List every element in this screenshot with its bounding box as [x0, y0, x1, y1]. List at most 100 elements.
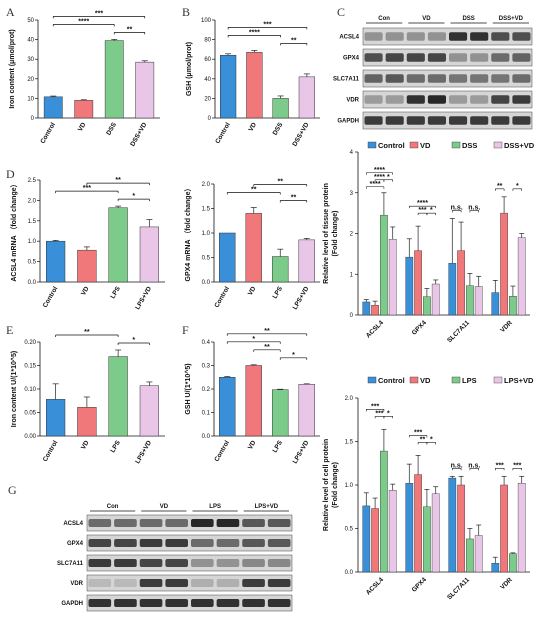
y-tick-label: 60: [204, 57, 211, 63]
legend-label: Control: [378, 141, 405, 150]
blot-band: [191, 579, 214, 587]
western-blot-cell: Con VD LPS LPS+VD ACSL4 GPX4 SLC7A11 VDR GAPDH: [57, 504, 293, 612]
x-tick-label: LPS+VD: [292, 285, 311, 311]
legend-swatch: [451, 141, 461, 149]
blot-band: [385, 74, 404, 83]
bar: [298, 384, 315, 437]
blot-band: [114, 579, 137, 587]
bar: [423, 296, 431, 316]
x-tick-label: LPS+VD: [134, 439, 153, 465]
bar: [388, 239, 397, 316]
y-tick-label: 2.0: [345, 396, 354, 402]
legend-swatch: [493, 141, 503, 149]
blot-protein-label: VDR: [346, 98, 359, 104]
blot-band: [165, 519, 188, 527]
blot-band: [165, 579, 188, 587]
blot-protein-label: GAPDH: [337, 119, 359, 125]
bar: [380, 450, 388, 573]
chart-c-quant: 0 1 2 3 4 Relative level of tissue protein (Fo…: [323, 141, 535, 344]
x-tick-label: Control: [42, 285, 60, 309]
x-tick-label: VD: [248, 121, 259, 133]
y-tick-label: 0.00: [24, 434, 36, 440]
significance-label: ****: [417, 200, 428, 207]
bar: [135, 61, 155, 119]
bar: [77, 407, 97, 437]
blot-group-label: DSS+VD: [499, 16, 524, 22]
bar: [219, 232, 236, 283]
blot-protein-label: ACSL4: [339, 35, 359, 41]
bar: [405, 483, 414, 573]
blot-band: [470, 53, 489, 62]
bar: [466, 538, 474, 573]
legend-label: DSS: [462, 141, 477, 150]
significance-label: *: [132, 193, 135, 200]
significance-label: *: [387, 410, 390, 417]
blot-band: [165, 559, 188, 567]
bar: [362, 505, 371, 573]
significance-label: *: [516, 183, 519, 190]
panel-letter-d: D: [6, 167, 15, 181]
x-tick-label: LPS: [272, 285, 285, 300]
x-tick-label: LPS: [109, 285, 122, 300]
blot-band: [449, 32, 468, 41]
significance-label: ****: [249, 29, 260, 36]
significance-label: ****: [78, 18, 89, 25]
blot-band: [491, 74, 510, 83]
significance-label: n.s.: [451, 462, 463, 469]
bar: [74, 100, 94, 119]
y-tick-label: 0.5: [202, 256, 211, 262]
blot-band: [364, 74, 383, 83]
chart-d2: 0.0 0.5 1.0 1.5 2.0 GPX4 mRNA （fold change） Co…: [184, 179, 320, 311]
bar: [380, 214, 388, 316]
y-tick-label: 4: [350, 150, 354, 156]
blot-protein-label: SLC7A11: [57, 561, 84, 567]
x-tick-label: ACSL4: [365, 319, 385, 339]
y-axis-title: Relative level of cell protein: [323, 439, 330, 531]
x-tick-label: VD: [247, 439, 258, 451]
y-tick-label: 10: [27, 96, 34, 102]
y-tick-label: 0.10: [24, 387, 36, 393]
blot-strip: [86, 534, 293, 552]
x-tick-label: LPS: [272, 439, 285, 454]
bar: [457, 250, 465, 316]
bar: [272, 98, 289, 119]
significance-label: ***: [513, 462, 521, 469]
y-tick-label: 2.0: [202, 182, 211, 188]
y-tick-label: 1.5: [345, 440, 354, 446]
bar: [457, 484, 465, 573]
panel-letter-c: C: [337, 5, 345, 19]
chart-f: 0.0 0.1 0.2 0.3 0.4 GSH U/(1*10^5) Control VD LP…: [184, 328, 320, 465]
blot-protein-label: ACSL4: [63, 521, 83, 527]
y-axis-title: GSH (μmol/prot): [186, 42, 193, 96]
significance-label: *: [387, 174, 390, 181]
x-tick-label: VDR: [499, 319, 514, 334]
blot-band: [88, 579, 112, 587]
blot-band: [267, 559, 291, 567]
bar: [509, 296, 517, 316]
y-axis-title: GSH U/(1*10^5): [184, 363, 192, 414]
blot-group-label: LPS: [209, 504, 221, 510]
legend-swatch: [493, 376, 503, 384]
bar: [500, 484, 508, 573]
blot-strip: [86, 594, 293, 612]
y-tick-label: 0: [350, 313, 354, 319]
x-tick-label: DSS+VD: [129, 121, 148, 147]
blot-band: [449, 95, 468, 104]
bar: [246, 52, 263, 119]
significance-label: **: [264, 328, 270, 335]
blot-band: [449, 53, 468, 62]
blot-band: [491, 32, 510, 41]
panel-letter-e: E: [6, 323, 13, 337]
x-tick-label: DSS: [272, 121, 285, 137]
y-axis-title: ACSL4 mRNA （fold change）: [10, 180, 18, 281]
bar: [431, 283, 440, 316]
blot-band: [512, 95, 531, 104]
legend-label: VD: [420, 376, 431, 385]
blot-band: [364, 95, 383, 104]
bar: [491, 563, 500, 573]
bar: [423, 506, 431, 573]
bar: [491, 292, 500, 316]
chart-d1: 0.0 0.5 1.0 1.5 2.0 2.5 ACSL4 mRNA （fold chang…: [10, 177, 165, 311]
y-tick-label: 0.4: [202, 340, 211, 346]
